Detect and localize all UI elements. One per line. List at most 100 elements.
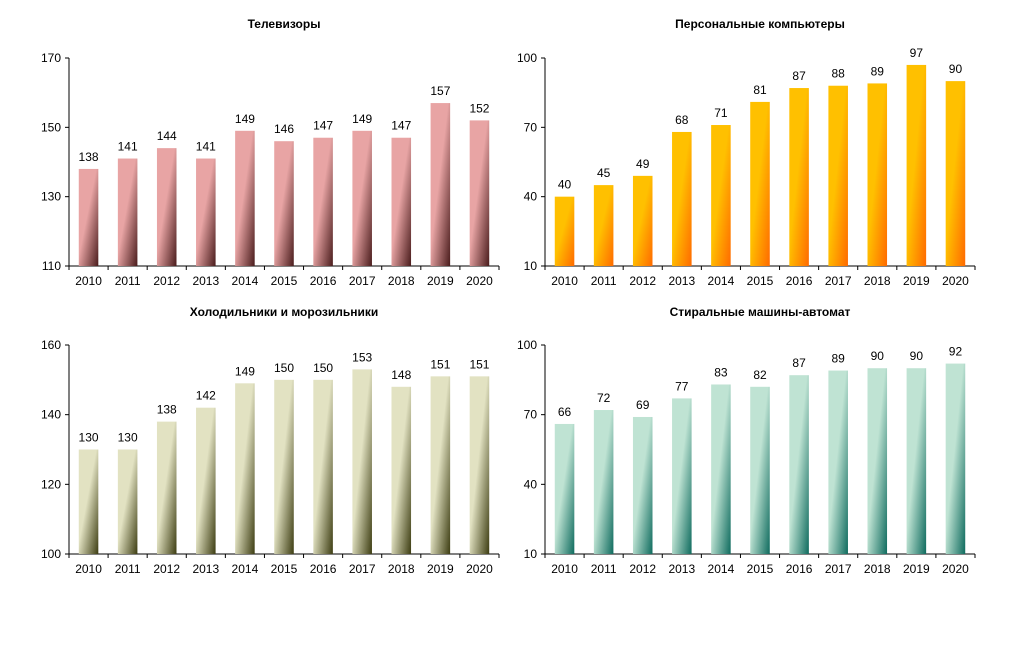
data-label: 142: [196, 389, 216, 403]
data-label: 89: [832, 352, 846, 366]
data-label: 146: [274, 122, 294, 136]
x-tick-label: 2019: [903, 274, 930, 288]
data-label: 138: [157, 403, 177, 417]
x-tick-label: 2018: [864, 274, 891, 288]
x-tick-label: 2016: [786, 562, 813, 576]
data-label: 130: [79, 431, 99, 445]
x-tick-label: 2020: [942, 562, 969, 576]
y-tick-label: 130: [41, 190, 61, 204]
chart-title: Стиральные машины-автомат: [670, 305, 851, 319]
data-label: 66: [558, 405, 572, 419]
x-tick-label: 2010: [551, 562, 578, 576]
x-tick-label: 2019: [903, 562, 930, 576]
data-label: 89: [871, 64, 885, 78]
data-label: 149: [235, 364, 255, 378]
y-tick-label: 170: [41, 51, 61, 65]
x-tick-label: 2017: [825, 274, 852, 288]
bar: [117, 449, 138, 554]
bar: [274, 141, 294, 266]
bar: [391, 386, 412, 554]
x-tick-label: 2010: [75, 274, 102, 288]
data-label: 97: [910, 46, 924, 60]
bar: [632, 175, 653, 266]
x-tick-label: 2011: [591, 274, 617, 288]
y-tick-label: 160: [41, 338, 61, 352]
bar: [313, 379, 333, 554]
x-tick-label: 2017: [349, 274, 376, 288]
x-tick-label: 2015: [271, 274, 298, 288]
data-label: 68: [675, 113, 689, 127]
bar: [672, 398, 692, 554]
x-tick-label: 2014: [708, 562, 735, 576]
data-label: 138: [79, 150, 99, 164]
data-label: 152: [469, 101, 489, 115]
bar: [274, 379, 294, 554]
bar: [156, 148, 177, 266]
data-label: 90: [871, 349, 885, 363]
bar: [469, 376, 490, 554]
x-tick-label: 2015: [271, 562, 298, 576]
data-label: 150: [313, 361, 333, 375]
data-label: 92: [949, 345, 963, 359]
bar: [117, 158, 138, 266]
data-label: 40: [558, 178, 572, 192]
bar: [469, 120, 490, 267]
y-tick-label: 40: [524, 190, 538, 204]
data-label: 149: [235, 112, 255, 126]
data-label: 147: [313, 119, 333, 133]
x-tick-label: 2016: [310, 274, 337, 288]
data-label: 144: [157, 129, 177, 143]
x-tick-label: 2018: [864, 562, 891, 576]
bar: [156, 421, 177, 554]
y-tick-label: 10: [524, 259, 538, 273]
data-label: 141: [118, 140, 138, 154]
data-label: 87: [792, 69, 806, 83]
data-label: 153: [352, 350, 372, 364]
y-tick-label: 120: [41, 477, 61, 491]
x-tick-label: 2019: [427, 274, 454, 288]
bar: [352, 130, 372, 266]
bar: [828, 370, 848, 554]
x-tick-label: 2011: [115, 274, 141, 288]
bar: [867, 368, 888, 554]
data-label: 71: [714, 106, 728, 120]
chart-1: Телевизоры 110 130 150 170 138 2010 141 2011 144 2…: [41, 17, 500, 288]
data-label: 81: [753, 83, 767, 97]
data-label: 141: [196, 140, 216, 154]
y-tick-label: 140: [41, 408, 61, 422]
data-label: 77: [675, 379, 689, 393]
bar: [632, 416, 653, 554]
y-tick-label: 150: [41, 120, 61, 134]
data-label: 157: [430, 84, 450, 98]
x-tick-label: 2012: [629, 274, 656, 288]
data-label: 49: [636, 157, 650, 171]
y-tick-label: 100: [517, 338, 537, 352]
bar: [789, 88, 809, 267]
bar: [430, 103, 451, 266]
y-tick-label: 40: [524, 477, 538, 491]
bar: [828, 85, 848, 266]
x-tick-label: 2013: [668, 562, 695, 576]
x-tick-label: 2016: [310, 562, 337, 576]
bar: [750, 386, 770, 554]
x-tick-label: 2010: [551, 274, 578, 288]
y-tick-label: 100: [517, 51, 537, 65]
data-label: 88: [832, 67, 846, 81]
chart-title: Холодильники и морозильники: [190, 305, 378, 319]
data-label: 69: [636, 398, 650, 412]
data-label: 83: [714, 365, 728, 379]
data-label: 147: [391, 119, 411, 133]
bar: [711, 125, 731, 267]
y-tick-label: 100: [41, 547, 61, 561]
chart-title: Телевизоры: [248, 17, 321, 31]
bar: [78, 168, 99, 266]
y-tick-label: 10: [524, 547, 538, 561]
data-label: 148: [391, 368, 411, 382]
bar: [711, 384, 731, 554]
x-tick-label: 2012: [153, 562, 180, 576]
x-tick-label: 2019: [427, 562, 454, 576]
chart-4: Стиральные машины-автомат 10 40 70 100 66 2010…: [517, 305, 976, 576]
x-tick-label: 2014: [232, 562, 259, 576]
bar: [352, 369, 372, 554]
